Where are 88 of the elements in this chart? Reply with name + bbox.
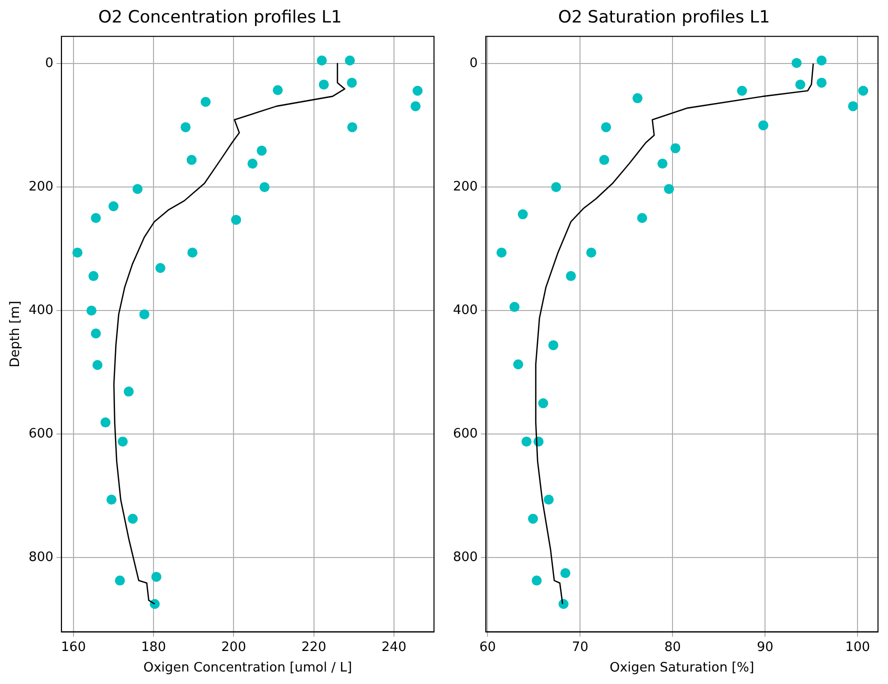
x-tick-label: 180 xyxy=(141,640,166,655)
point xyxy=(88,271,98,282)
point xyxy=(200,96,211,107)
y-tick-label: 200 xyxy=(452,179,478,194)
point xyxy=(560,568,570,578)
point xyxy=(795,80,806,90)
x-tick-label: 70 xyxy=(572,640,588,655)
point xyxy=(566,271,576,282)
point xyxy=(551,182,562,192)
x-axis-title: Oxigen Concentration [umol / L] xyxy=(143,660,352,676)
point xyxy=(151,572,162,582)
point xyxy=(496,248,507,258)
point xyxy=(509,302,520,312)
point xyxy=(670,143,680,154)
point xyxy=(72,248,82,258)
point xyxy=(599,154,610,165)
chart-title: O2 Saturation profiles L1 xyxy=(558,8,770,28)
y-tick-label: 600 xyxy=(452,426,478,442)
point xyxy=(155,263,166,274)
x-tick-label: 200 xyxy=(221,640,246,655)
y-tick-label: 0 xyxy=(45,56,54,71)
y-axis-title: Depth [m] xyxy=(8,300,24,368)
point xyxy=(139,309,150,320)
point xyxy=(792,58,802,68)
point xyxy=(256,146,267,156)
x-tick-label: 60 xyxy=(479,640,496,655)
x-tick-label: 90 xyxy=(756,640,774,655)
point xyxy=(114,576,125,586)
point xyxy=(410,101,421,112)
point xyxy=(518,209,528,220)
x-tick-label: 160 xyxy=(61,640,86,655)
point xyxy=(248,158,258,169)
x-tick-label: 220 xyxy=(301,640,326,655)
point xyxy=(108,201,118,212)
point xyxy=(347,122,358,132)
point xyxy=(180,122,191,132)
x-axis-title: Oxigen Saturation [%] xyxy=(610,660,754,676)
y-tick-label: 400 xyxy=(28,303,54,318)
point xyxy=(586,248,596,258)
point xyxy=(816,78,827,88)
y-tick-label: 800 xyxy=(452,550,478,566)
point xyxy=(92,360,102,370)
x-tick-label: 100 xyxy=(845,640,870,655)
point xyxy=(90,328,101,338)
x-tick-label: 80 xyxy=(664,640,681,655)
point xyxy=(657,158,668,169)
point xyxy=(513,359,524,370)
point xyxy=(538,398,548,408)
point xyxy=(86,306,96,316)
point xyxy=(816,55,827,66)
point xyxy=(344,55,355,66)
point xyxy=(632,93,643,104)
point xyxy=(412,86,423,96)
x-tick-label: 240 xyxy=(382,640,406,655)
point xyxy=(318,80,329,90)
point xyxy=(664,184,674,194)
point xyxy=(316,55,327,66)
point xyxy=(118,436,128,447)
point xyxy=(260,182,270,192)
y-tick-label: 200 xyxy=(28,179,54,194)
point xyxy=(231,214,242,225)
point xyxy=(128,514,138,524)
point xyxy=(637,212,648,223)
point xyxy=(132,184,143,194)
point xyxy=(124,386,134,397)
y-tick-label: 800 xyxy=(28,550,54,566)
point xyxy=(737,86,748,96)
point xyxy=(848,101,858,112)
chart-title: O2 Concentration profiles L1 xyxy=(98,8,342,28)
point xyxy=(186,154,197,165)
y-tick-label: 400 xyxy=(452,303,478,318)
point xyxy=(272,85,283,96)
point xyxy=(558,599,569,610)
point xyxy=(601,122,612,132)
point xyxy=(758,120,768,130)
y-tick-label: 600 xyxy=(28,426,54,442)
point xyxy=(90,212,101,223)
point xyxy=(100,417,110,428)
point xyxy=(858,86,868,96)
y-tick-label: 0 xyxy=(470,56,478,71)
point xyxy=(528,514,538,524)
point xyxy=(532,576,542,586)
point xyxy=(106,494,116,505)
point xyxy=(187,248,198,258)
point xyxy=(522,436,532,447)
point xyxy=(346,78,357,88)
point xyxy=(544,494,554,505)
point xyxy=(548,340,558,350)
